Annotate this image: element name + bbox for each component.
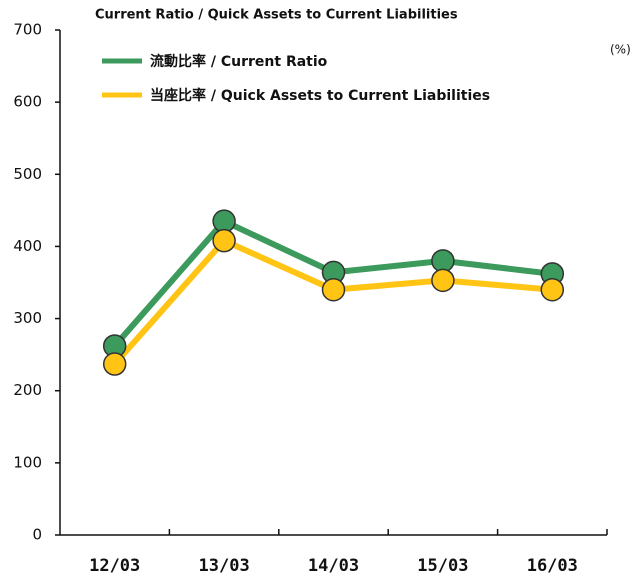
y-tick-label: 500 bbox=[13, 165, 42, 183]
marker bbox=[321, 277, 346, 302]
x-tick-label: 14/03 bbox=[308, 556, 359, 576]
marker bbox=[102, 352, 127, 376]
y-tick-label: 100 bbox=[13, 453, 42, 471]
x-tick-label: 16/03 bbox=[527, 556, 578, 576]
x-tick-label: 15/03 bbox=[417, 556, 468, 576]
marker bbox=[212, 228, 236, 253]
y-axis-label: (%) bbox=[610, 43, 631, 57]
marker bbox=[540, 277, 565, 302]
y-tick-label: 400 bbox=[13, 237, 42, 255]
x-tick-label: 13/03 bbox=[199, 556, 250, 576]
y-tick-label: 200 bbox=[13, 381, 42, 399]
y-tick-label: 0 bbox=[32, 526, 42, 544]
y-tick-label: 300 bbox=[13, 309, 42, 327]
marker bbox=[431, 268, 455, 293]
legend-label: 当座比率 / Quick Assets to Current Liabiliti… bbox=[150, 87, 490, 104]
y-tick-label: 600 bbox=[13, 93, 42, 111]
x-tick-label: 12/03 bbox=[89, 556, 140, 576]
marker bbox=[212, 209, 236, 233]
y-tick-label: 700 bbox=[13, 21, 42, 39]
legend-label: 流動比率 / Current Ratio bbox=[150, 53, 328, 70]
chart-title: Current Ratio / Quick Assets to Current … bbox=[95, 8, 458, 23]
marker bbox=[431, 249, 455, 273]
series-line bbox=[112, 237, 553, 367]
